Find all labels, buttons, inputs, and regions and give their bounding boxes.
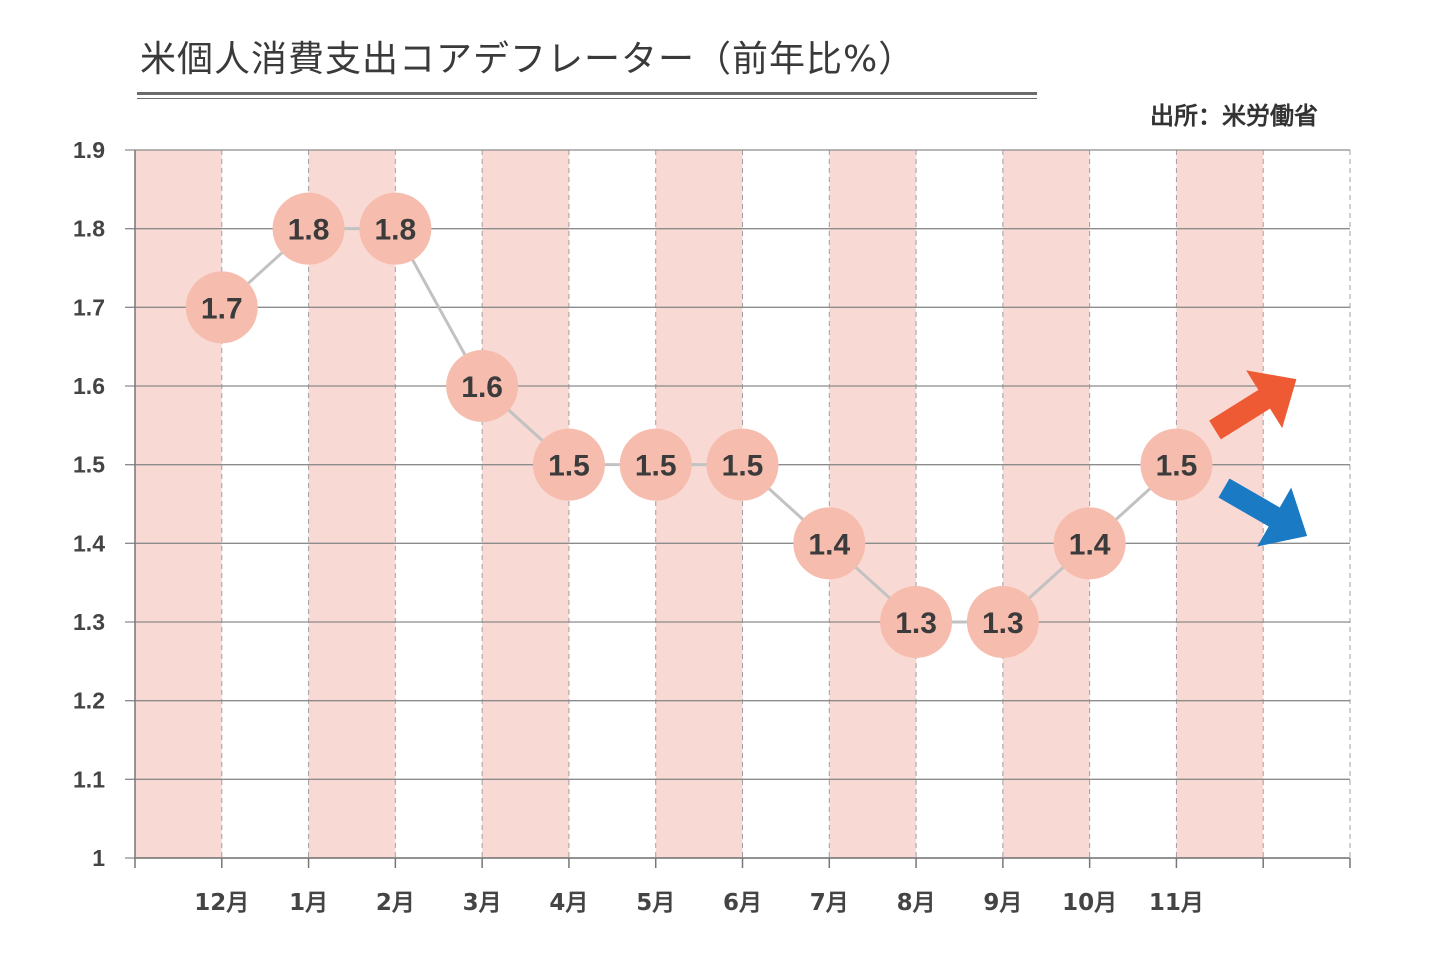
- data-label: 1.5: [722, 450, 764, 483]
- data-point-marker: [1053, 507, 1126, 580]
- column-bands: [135, 150, 1264, 858]
- y-tick-label: 1: [92, 845, 105, 871]
- vertical-gridlines: [221, 150, 1351, 858]
- band: [482, 150, 569, 858]
- data-point-marker: [185, 271, 258, 344]
- data-label: 1.3: [895, 607, 937, 640]
- band: [308, 150, 396, 858]
- arrow-up-right-icon: [1209, 370, 1297, 440]
- band: [1002, 150, 1090, 858]
- x-tick-label: 1月: [289, 890, 328, 916]
- data-label: 1.6: [461, 371, 503, 404]
- y-tick-label: 1.9: [73, 137, 105, 163]
- y-tick-label: 1.1: [73, 766, 105, 792]
- x-tick-label: 5月: [636, 890, 675, 916]
- x-axis-ticks: 12月 1月 2月 3月 4月 5月 6月 7月 8月 9月 10月 11月: [194, 890, 1204, 916]
- data-point-marker: [532, 428, 605, 501]
- x-tick-label: 8月: [897, 890, 936, 916]
- x-tick-label: 7月: [810, 890, 849, 916]
- x-tick-label: 3月: [463, 890, 502, 916]
- y-tick-label: 1.6: [73, 373, 105, 399]
- title-underline: [137, 92, 1037, 95]
- data-label: 1.4: [808, 528, 850, 561]
- data-points: 1.7 1.8 1.8 1.6 1.5 1.5 1.5 1.4 1.3 1.3 1.4 1.5: [185, 192, 1213, 658]
- data-label: 1.4: [1069, 528, 1111, 561]
- axes: [134, 150, 1351, 868]
- data-point-marker: [272, 192, 345, 265]
- x-tick-label: 11月: [1149, 890, 1204, 916]
- x-tick-label: 2月: [376, 890, 415, 916]
- band: [135, 150, 222, 858]
- data-label: 1.8: [288, 214, 330, 247]
- data-point-marker: [880, 586, 953, 658]
- data-point-marker: [793, 507, 866, 580]
- arrow-down-shape: [1218, 478, 1308, 547]
- data-point-marker: [966, 586, 1039, 658]
- trend-arrows: [1209, 370, 1308, 547]
- x-tick-label: 10月: [1062, 890, 1117, 916]
- y-tick-label: 1.4: [73, 530, 105, 556]
- data-point-marker: [706, 428, 779, 501]
- band: [655, 150, 743, 858]
- data-point-marker: [359, 192, 432, 265]
- data-point-marker: [1140, 428, 1213, 501]
- y-tick-label: 1.5: [73, 452, 105, 478]
- y-tick-label: 1.2: [73, 688, 105, 714]
- chart-title: 米個人消費支出コアデフレーター（前年比%）: [140, 39, 916, 80]
- x-tick-label: 6月: [723, 890, 762, 916]
- data-point-marker: [619, 428, 692, 501]
- data-point-marker: [446, 350, 519, 422]
- y-tick-label: 1.3: [73, 609, 105, 635]
- data-label: 1.5: [548, 450, 590, 483]
- arrow-up-shape: [1209, 370, 1297, 440]
- arrow-down-right-icon: [1218, 478, 1308, 547]
- x-tick-label: 4月: [549, 890, 588, 916]
- title-underline-thin: [137, 98, 1037, 99]
- data-label: 1.5: [635, 450, 677, 483]
- y-tick-label: 1.8: [73, 216, 105, 242]
- data-label: 1.5: [1156, 450, 1198, 483]
- data-label: 1.8: [374, 214, 416, 247]
- x-tick-label: 9月: [983, 890, 1022, 916]
- data-label: 1.3: [982, 607, 1024, 640]
- y-axis-ticks: 1 1.1 1.2 1.3 1.4 1.5 1.6 1.7 1.8 1.9: [73, 137, 105, 871]
- y-tick-label: 1.7: [73, 294, 105, 320]
- x-tick-label: 12月: [194, 890, 249, 916]
- band: [829, 150, 917, 858]
- data-label: 1.7: [201, 292, 243, 325]
- source-note: 出所：米労働省: [1150, 102, 1318, 130]
